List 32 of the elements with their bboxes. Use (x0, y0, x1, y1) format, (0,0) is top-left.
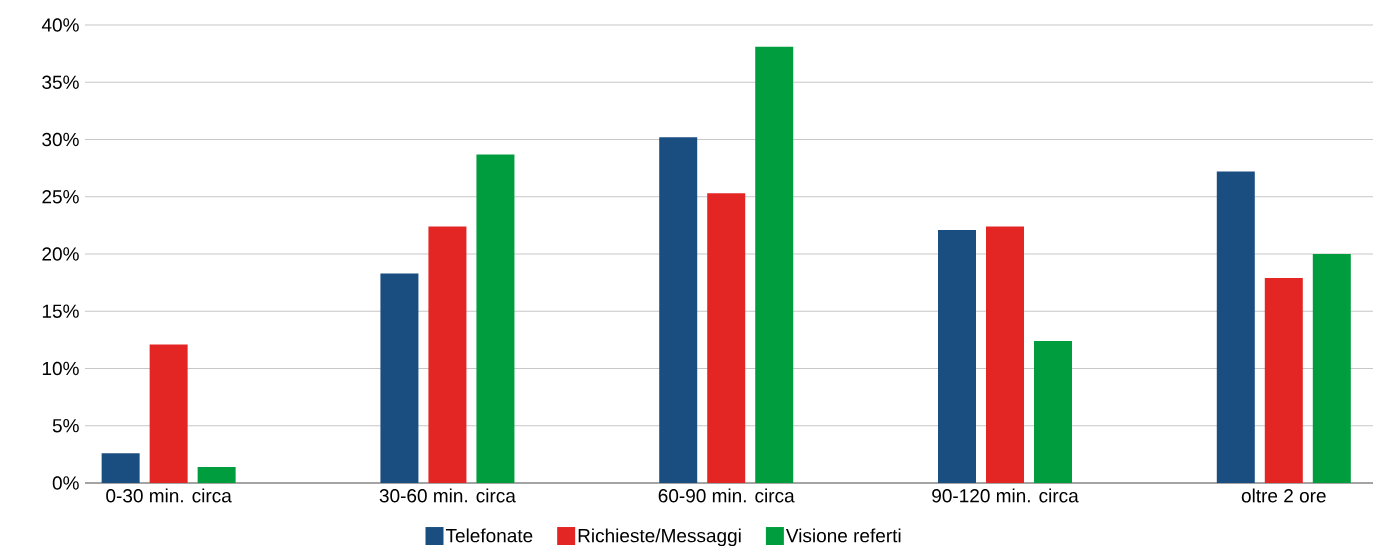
bar (1264, 278, 1303, 483)
y-tick-label: 10% (42, 361, 79, 376)
legend-label: Telefonate (445, 528, 533, 543)
x-tick-label: 60-90 min. circa (658, 488, 795, 503)
y-tick-label: 30% (42, 132, 79, 147)
x-tick-label: 90-120 min. circa (932, 488, 1079, 503)
y-tick-label: 35% (42, 75, 79, 89)
y-tick-label: 25% (42, 190, 79, 204)
bar (659, 137, 698, 483)
bar (755, 46, 794, 483)
bar (101, 453, 140, 483)
bar (1034, 341, 1072, 483)
bar (428, 226, 467, 483)
bar (1312, 254, 1351, 483)
y-tick-label: 15% (42, 304, 79, 318)
x-tick-label: oltre 2 ore (1241, 488, 1326, 503)
y-tick-label: 20% (42, 247, 79, 261)
y-tick-label: 5% (52, 419, 79, 433)
y-tick-label: 40% (41, 18, 79, 32)
bar (707, 193, 746, 483)
x-tick-label: 0-30 min. circa (106, 488, 232, 503)
bar (1216, 171, 1255, 483)
bar (380, 273, 419, 483)
legend-label: Visione referti (785, 528, 901, 543)
bar (149, 344, 188, 483)
bar (986, 226, 1024, 483)
bar (197, 466, 236, 483)
legend-label: Richieste/Messaggi (578, 528, 741, 547)
x-tick-label: 30-60 min. circa (379, 488, 516, 503)
bar (938, 229, 976, 483)
bar (476, 154, 515, 483)
y-tick-label: 0% (52, 476, 79, 490)
